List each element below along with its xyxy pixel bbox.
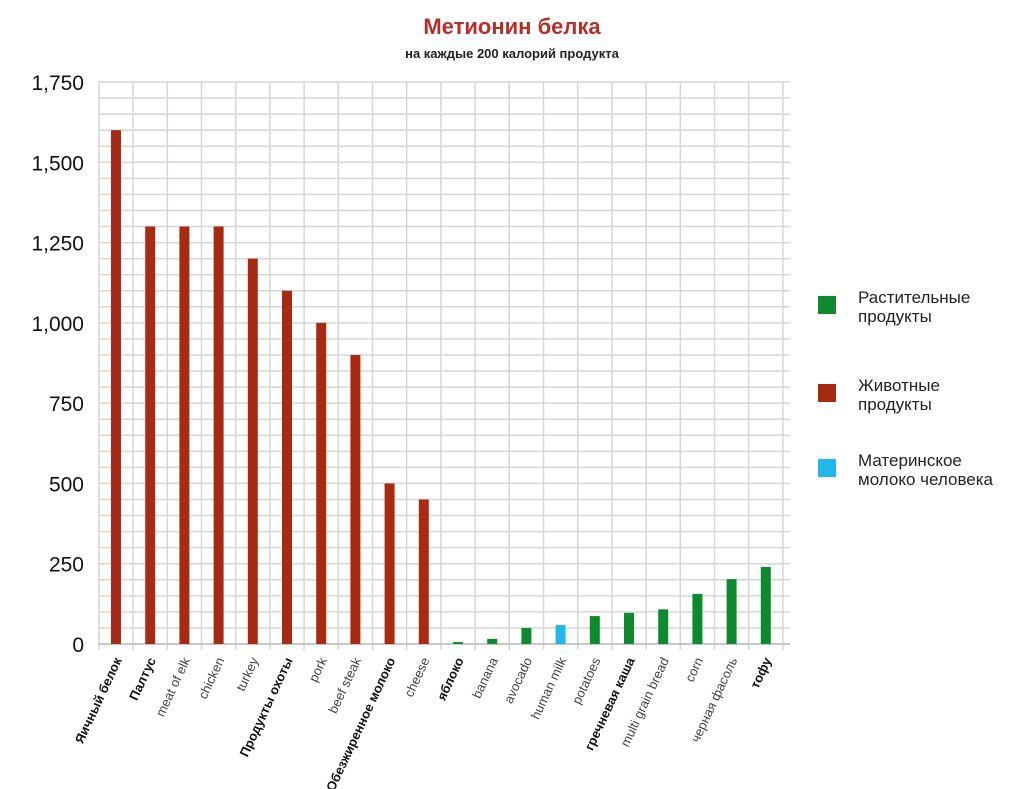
bar-15 <box>624 612 634 644</box>
bar-6 <box>316 322 327 644</box>
x-tick-label: avocado <box>501 655 535 706</box>
y-tick-label: 1,000 <box>31 313 84 336</box>
bar-16 <box>658 609 669 644</box>
y-tick-label: 1,500 <box>31 152 84 175</box>
x-tick-label: human milk <box>528 654 570 721</box>
legend-swatch-animal <box>818 384 836 402</box>
y-tick-label: 1,250 <box>31 233 84 256</box>
x-tick-label: banana <box>469 654 501 700</box>
bar-14 <box>589 616 600 644</box>
x-tick-label: Яичный белок <box>72 654 125 745</box>
bar-11 <box>487 638 498 644</box>
x-tick-label: potatoes <box>569 654 604 706</box>
x-tick-label: beef steak <box>325 654 364 715</box>
bar-17 <box>692 593 703 644</box>
x-tick-label: pork <box>306 654 330 684</box>
y-tick-label: 250 <box>49 554 84 577</box>
bar-3 <box>213 226 224 644</box>
bar-1 <box>145 226 156 644</box>
x-tick-label: turkey <box>233 654 262 693</box>
bar-10 <box>453 642 463 644</box>
bar-9 <box>418 499 429 644</box>
bar-13 <box>555 625 566 644</box>
bar-19 <box>760 566 771 644</box>
x-tick-label: яблоко <box>434 655 467 703</box>
bar-0 <box>111 130 121 644</box>
legend-label-plant: Растительные продукты <box>858 288 971 326</box>
x-tick-label: Палтус <box>126 655 159 703</box>
bar-12 <box>521 627 532 644</box>
y-tick-label: 0 <box>72 634 84 657</box>
legend-label-animal: Животные продукты <box>858 376 940 414</box>
x-tick-label: meat of elk <box>153 654 194 718</box>
x-tick-label: тофу <box>747 654 775 691</box>
x-tick-label: Обезжиренное молоко <box>323 655 398 789</box>
x-tick-label: chicken <box>195 655 227 701</box>
bar-4 <box>247 258 258 644</box>
legend-label-human: Материнское молоко человека <box>858 451 994 489</box>
bar-5 <box>282 290 292 644</box>
y-tick-label: 1,750 <box>31 72 84 95</box>
legend-swatch-plant <box>818 296 836 314</box>
chart-subtitle: на каждые 200 калорий продукта <box>405 46 619 61</box>
bar-7 <box>350 354 361 644</box>
x-tick-label: cheese <box>401 655 432 699</box>
y-tick-label: 750 <box>49 393 84 416</box>
legend-swatch-human <box>818 459 836 477</box>
bar-8 <box>384 483 395 644</box>
chart-title: Метионин белка <box>423 14 601 39</box>
y-tick-label: 500 <box>49 473 84 496</box>
bar-2 <box>179 226 190 644</box>
x-tick-label: corn <box>682 655 706 684</box>
bar-18 <box>726 579 737 644</box>
